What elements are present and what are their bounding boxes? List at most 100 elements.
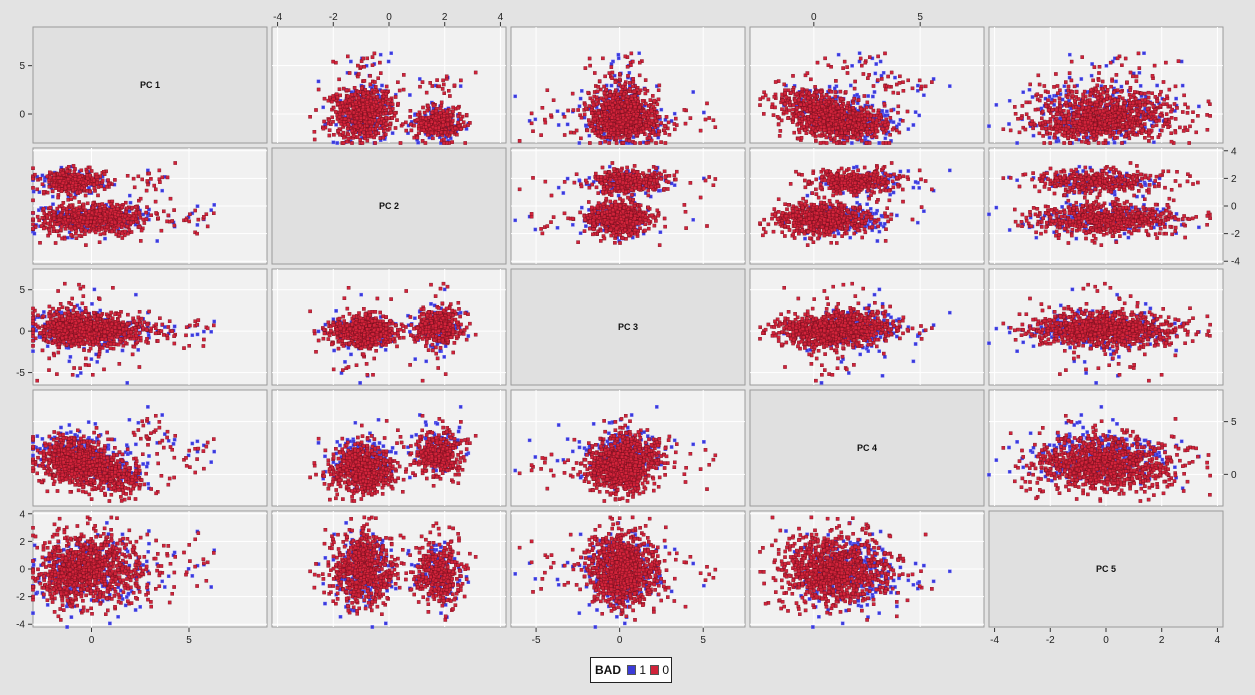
point-bad-0 — [856, 138, 859, 141]
point-bad-0 — [1146, 108, 1149, 111]
point-bad-0 — [758, 104, 761, 107]
point-bad-0 — [1206, 128, 1209, 131]
point-bad-0 — [442, 83, 445, 86]
point-bad-0 — [875, 130, 878, 133]
point-bad-0 — [705, 102, 708, 105]
point-bad-0 — [1098, 65, 1101, 68]
point-bad-1 — [580, 89, 583, 92]
point-bad-0 — [860, 139, 863, 142]
point-bad-0 — [611, 103, 614, 106]
point-bad-0 — [605, 103, 608, 106]
point-bad-0 — [446, 110, 449, 113]
point-bad-0 — [632, 80, 635, 83]
point-bad-0 — [569, 131, 572, 134]
point-bad-0 — [345, 89, 348, 92]
point-bad-1 — [1063, 85, 1066, 88]
point-bad-0 — [383, 126, 386, 129]
point-bad-0 — [335, 93, 338, 96]
point-bad-0 — [1120, 141, 1123, 144]
point-bad-0 — [812, 94, 815, 97]
point-bad-0 — [814, 85, 817, 88]
point-bad-0 — [373, 80, 376, 83]
point-bad-0 — [657, 98, 660, 101]
point-bad-0 — [635, 114, 638, 117]
point-bad-0 — [601, 57, 604, 60]
point-bad-0 — [872, 109, 875, 112]
point-bad-1 — [1181, 84, 1184, 87]
point-bad-0 — [347, 137, 350, 140]
point-bad-0 — [1002, 128, 1005, 131]
point-bad-1 — [837, 53, 840, 56]
point-bad-1 — [884, 137, 887, 140]
point-bad-1 — [335, 123, 338, 126]
point-bad-0 — [599, 131, 602, 134]
point-bad-0 — [708, 116, 711, 119]
point-bad-0 — [605, 123, 608, 126]
point-bad-0 — [330, 100, 333, 103]
point-bad-0 — [451, 119, 454, 122]
point-bad-0 — [592, 128, 595, 131]
point-bad-0 — [648, 133, 651, 136]
point-bad-0 — [596, 90, 599, 93]
point-bad-0 — [660, 121, 663, 124]
point-bad-0 — [1080, 140, 1083, 143]
point-bad-0 — [792, 103, 795, 106]
point-bad-0 — [770, 106, 773, 109]
point-bad-0 — [367, 96, 370, 99]
point-bad-0 — [1170, 140, 1173, 143]
point-bad-0 — [699, 129, 702, 132]
point-bad-1 — [873, 90, 876, 93]
point-bad-0 — [868, 141, 871, 144]
point-bad-0 — [572, 109, 575, 112]
point-bad-1 — [660, 108, 663, 111]
point-bad-1 — [1022, 91, 1025, 94]
point-bad-0 — [1034, 108, 1037, 111]
point-bad-0 — [384, 122, 387, 125]
point-bad-0 — [644, 92, 647, 95]
point-bad-0 — [852, 136, 855, 139]
point-bad-0 — [835, 141, 838, 144]
point-bad-0 — [808, 105, 811, 108]
point-bad-0 — [1160, 129, 1163, 132]
point-bad-0 — [890, 109, 893, 112]
point-bad-0 — [819, 122, 822, 125]
point-bad-0 — [641, 127, 644, 130]
point-bad-0 — [357, 90, 360, 93]
point-bad-0 — [823, 101, 826, 104]
point-bad-0 — [821, 113, 824, 116]
point-bad-0 — [1048, 127, 1051, 130]
point-bad-1 — [1180, 60, 1183, 63]
point-bad-0 — [591, 125, 594, 128]
point-bad-0 — [339, 105, 342, 108]
point-bad-0 — [803, 117, 806, 120]
point-bad-1 — [391, 132, 394, 135]
point-bad-0 — [618, 120, 621, 123]
point-bad-0 — [1175, 106, 1178, 109]
point-bad-0 — [626, 124, 629, 127]
point-bad-1 — [322, 106, 325, 109]
point-bad-0 — [424, 117, 427, 120]
point-bad-0 — [860, 108, 863, 111]
point-bad-0 — [828, 113, 831, 116]
point-bad-1 — [828, 85, 831, 88]
point-bad-0 — [650, 119, 653, 122]
point-bad-0 — [342, 131, 345, 134]
panel-pc1-vs-pc5 — [987, 27, 1223, 145]
point-bad-0 — [1154, 95, 1157, 98]
point-bad-0 — [600, 118, 603, 121]
point-bad-1 — [885, 110, 888, 113]
point-bad-0 — [309, 115, 312, 118]
point-bad-0 — [1025, 101, 1028, 104]
point-bad-0 — [866, 111, 869, 114]
point-bad-1 — [1139, 84, 1142, 87]
point-bad-0 — [332, 133, 335, 136]
point-bad-0 — [875, 121, 878, 124]
point-bad-0 — [808, 92, 811, 95]
point-bad-0 — [337, 129, 340, 132]
point-bad-0 — [884, 141, 887, 144]
point-bad-0 — [361, 141, 364, 144]
point-bad-0 — [796, 123, 799, 126]
point-bad-0 — [840, 104, 843, 107]
point-bad-0 — [827, 64, 830, 67]
point-bad-0 — [1117, 131, 1120, 134]
